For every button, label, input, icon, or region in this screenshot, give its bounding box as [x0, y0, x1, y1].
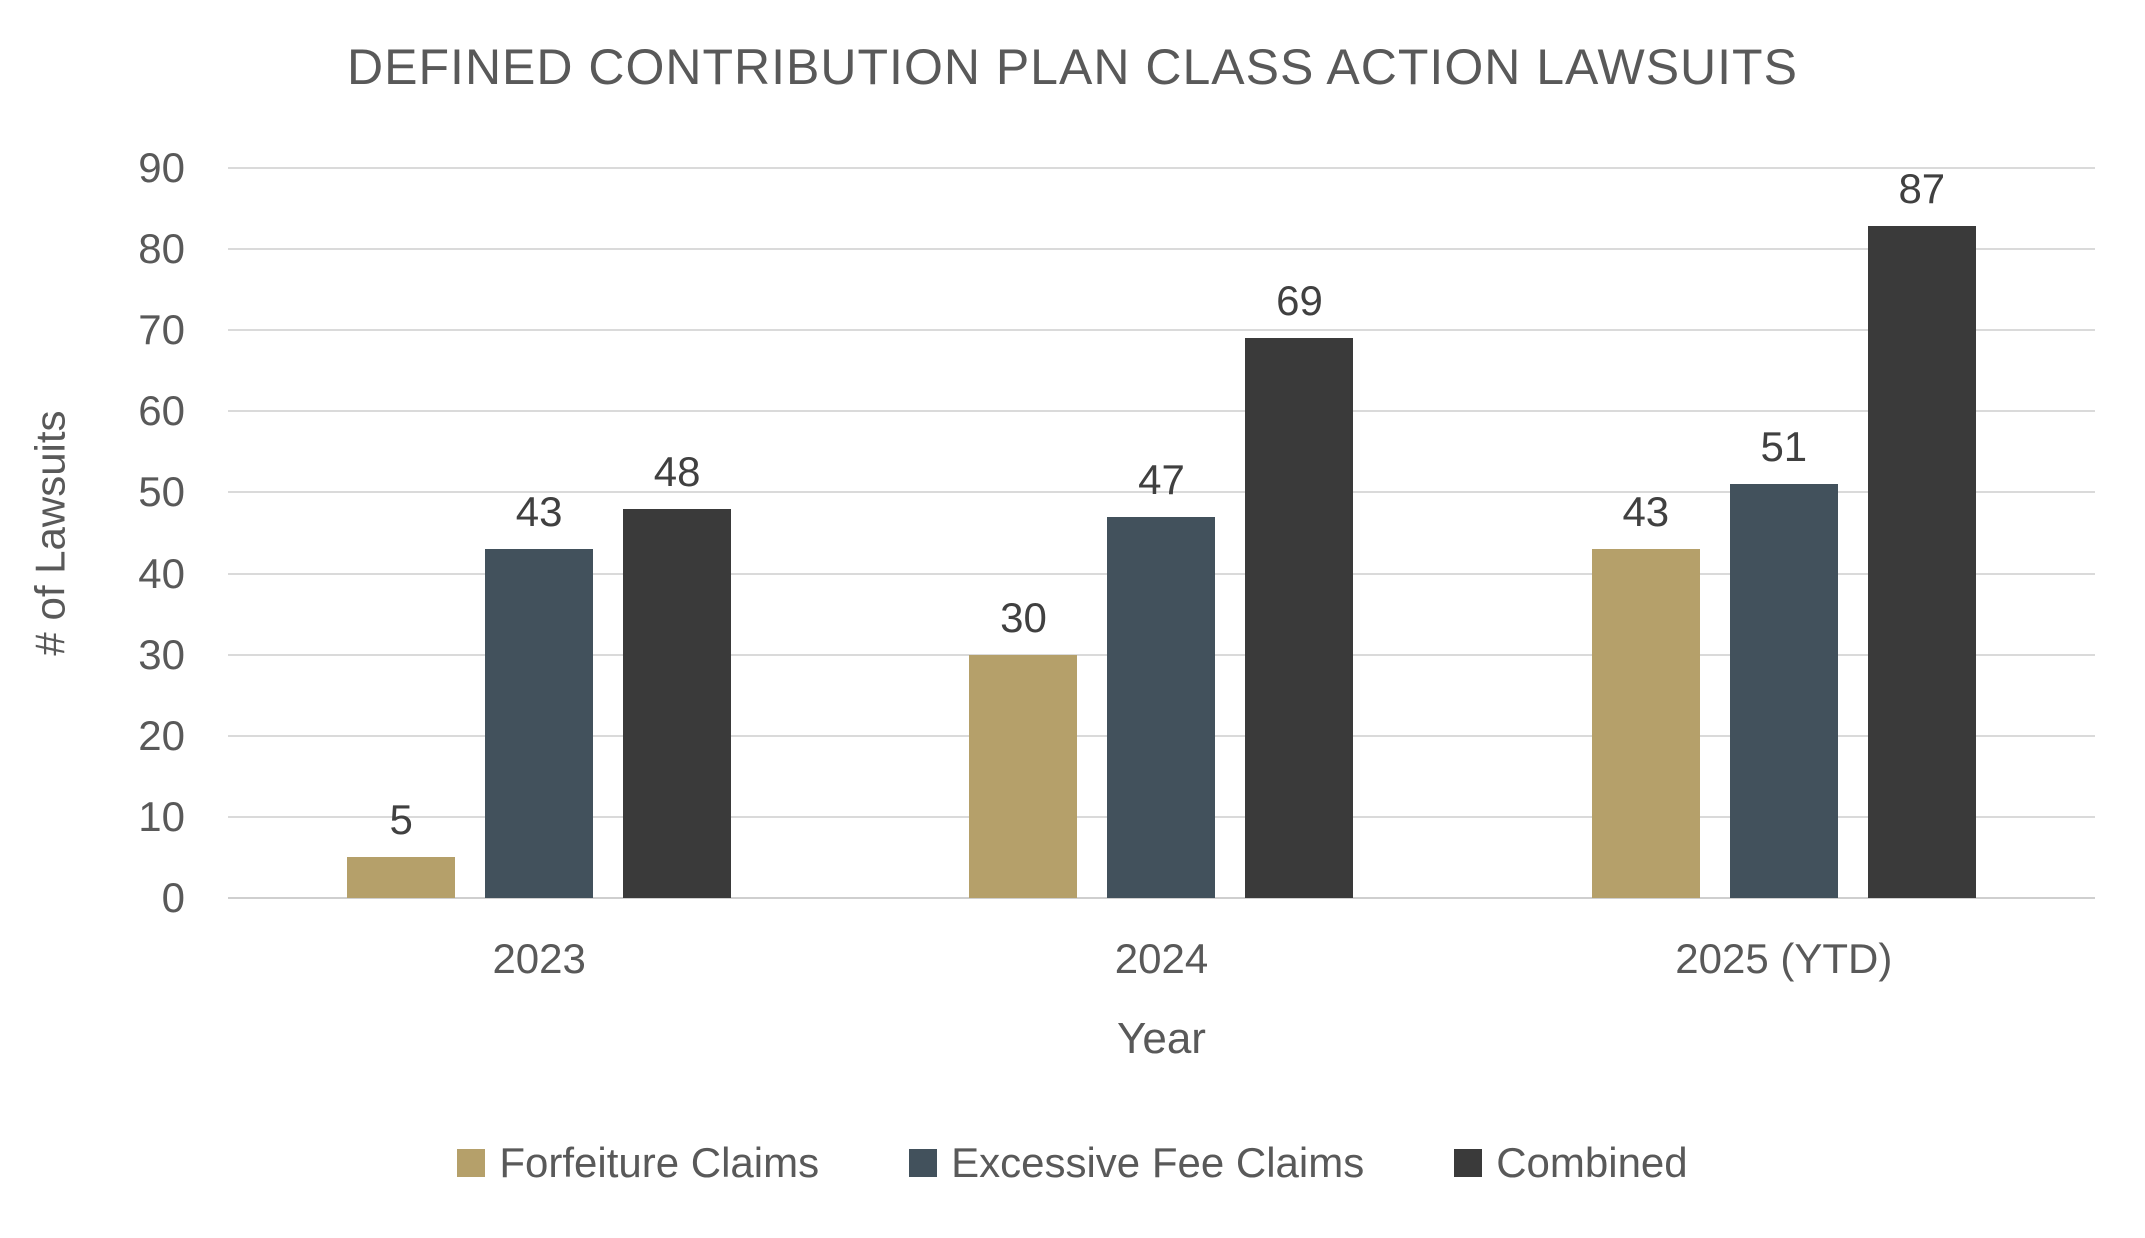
chart-title: DEFINED CONTRIBUTION PLAN CLASS ACTION L…	[347, 39, 1798, 95]
legend-item-excessive-fee-claims: Excessive Fee Claims	[909, 1142, 1364, 1184]
legend-label-forfeiture-claims: Forfeiture Claims	[499, 1139, 820, 1186]
bar-value-label-combined-2024: 69	[1276, 277, 1323, 325]
bar-cell-excessive-fee-claims-2023: 43	[485, 168, 594, 898]
bar-group-2024: 30 47 69	[850, 168, 1472, 898]
y-tick-label-60: 60	[138, 387, 185, 435]
bar-cell-forfeiture-claims-2023: 5	[347, 168, 456, 898]
legend-label-combined: Combined	[1496, 1139, 1688, 1186]
x-tick-label-2023: 2023	[492, 935, 586, 982]
y-tick-label-40: 40	[138, 549, 185, 597]
gridline-60	[228, 410, 2095, 413]
bar-cell-forfeiture-claims-2025-ytd: 43	[1591, 168, 1700, 898]
legend-item-forfeiture-claims: Forfeiture Claims	[457, 1142, 819, 1184]
y-tick-label-20: 20	[138, 711, 185, 759]
bar-value-label-forfeiture-claims-2024: 30	[1000, 593, 1047, 641]
bar-group-2023: 5 43 48	[228, 168, 850, 898]
bar-combined-2025-ytd	[1867, 226, 1976, 898]
y-tick-label-90: 90	[138, 144, 185, 191]
gridline-80	[228, 248, 2095, 251]
y-tick-label-70: 70	[138, 306, 185, 354]
y-tick-label-50: 50	[138, 468, 185, 516]
plot-area: 5 43 48 30 47 69 43 51 87	[228, 167, 2095, 899]
bar-value-label-excessive-fee-claims-2024: 47	[1138, 455, 1185, 503]
x-axis-line	[228, 897, 2095, 899]
gridline-70	[228, 329, 2095, 332]
bar-value-label-excessive-fee-claims-2023: 43	[515, 488, 563, 536]
y-tick-label-0: 0	[161, 874, 185, 921]
y-tick-label-80: 80	[138, 225, 185, 273]
y-tick-label-30: 30	[138, 630, 185, 678]
gridline-90	[228, 167, 2095, 169]
x-tick-label-2024: 2024	[1114, 935, 1209, 982]
bar-forfeiture-claims-2023	[347, 857, 456, 898]
bar-value-label-forfeiture-claims-2023: 5	[389, 796, 413, 844]
bar-cell-combined-2023: 48	[623, 168, 732, 898]
bar-forfeiture-claims-2024	[969, 654, 1078, 898]
y-axis-ticks: 0 10 20 30 40 50 60 70 80 90	[0, 147, 185, 919]
legend-marker-combined	[1454, 1149, 1483, 1177]
legend: Forfeiture Claims Excessive Fee Claims Com…	[0, 1142, 2145, 1184]
bar-value-label-combined-2023: 48	[653, 447, 701, 495]
legend-label-excessive-fee-claims: Excessive Fee Claims	[951, 1139, 1365, 1186]
gridline-50	[228, 491, 2095, 494]
y-tick-label-10: 10	[138, 792, 185, 840]
bar-forfeiture-claims-2025-ytd	[1591, 549, 1700, 898]
bar-cell-excessive-fee-claims-2024: 47	[1107, 168, 1216, 898]
x-tick-label-2025-ytd: 2025 (YTD)	[1675, 935, 1893, 982]
bar-cell-excessive-fee-claims-2025-ytd: 51	[1729, 168, 1838, 898]
legend-item-combined: Combined	[1454, 1139, 1688, 1186]
bar-excessive-fee-claims-2024	[1107, 516, 1216, 898]
x-axis-ticks: 2023 2024 2025 (YTD)	[228, 938, 2095, 980]
bar-value-label-combined-2025-ytd: 87	[1898, 165, 1946, 212]
bar-excessive-fee-claims-2023	[485, 549, 594, 898]
bar-value-label-forfeiture-claims-2025-ytd: 43	[1622, 488, 1670, 536]
x-axis-title: Year	[1117, 1014, 1206, 1063]
bar-group-2025-ytd: 43 51 87	[1473, 168, 2095, 898]
bar-cell-combined-2024: 69	[1245, 168, 1354, 898]
bar-excessive-fee-claims-2025-ytd	[1729, 484, 1838, 898]
bar-value-label-excessive-fee-claims-2025-ytd: 51	[1760, 423, 1808, 471]
legend-marker-forfeiture-claims	[457, 1149, 486, 1177]
bar-cell-combined-2025-ytd: 87	[1867, 165, 1976, 898]
bar-combined-2024	[1245, 338, 1354, 898]
bar-cell-forfeiture-claims-2024: 30	[969, 168, 1078, 898]
bar-combined-2023	[623, 508, 732, 898]
legend-marker-excessive-fee-claims	[909, 1149, 938, 1177]
